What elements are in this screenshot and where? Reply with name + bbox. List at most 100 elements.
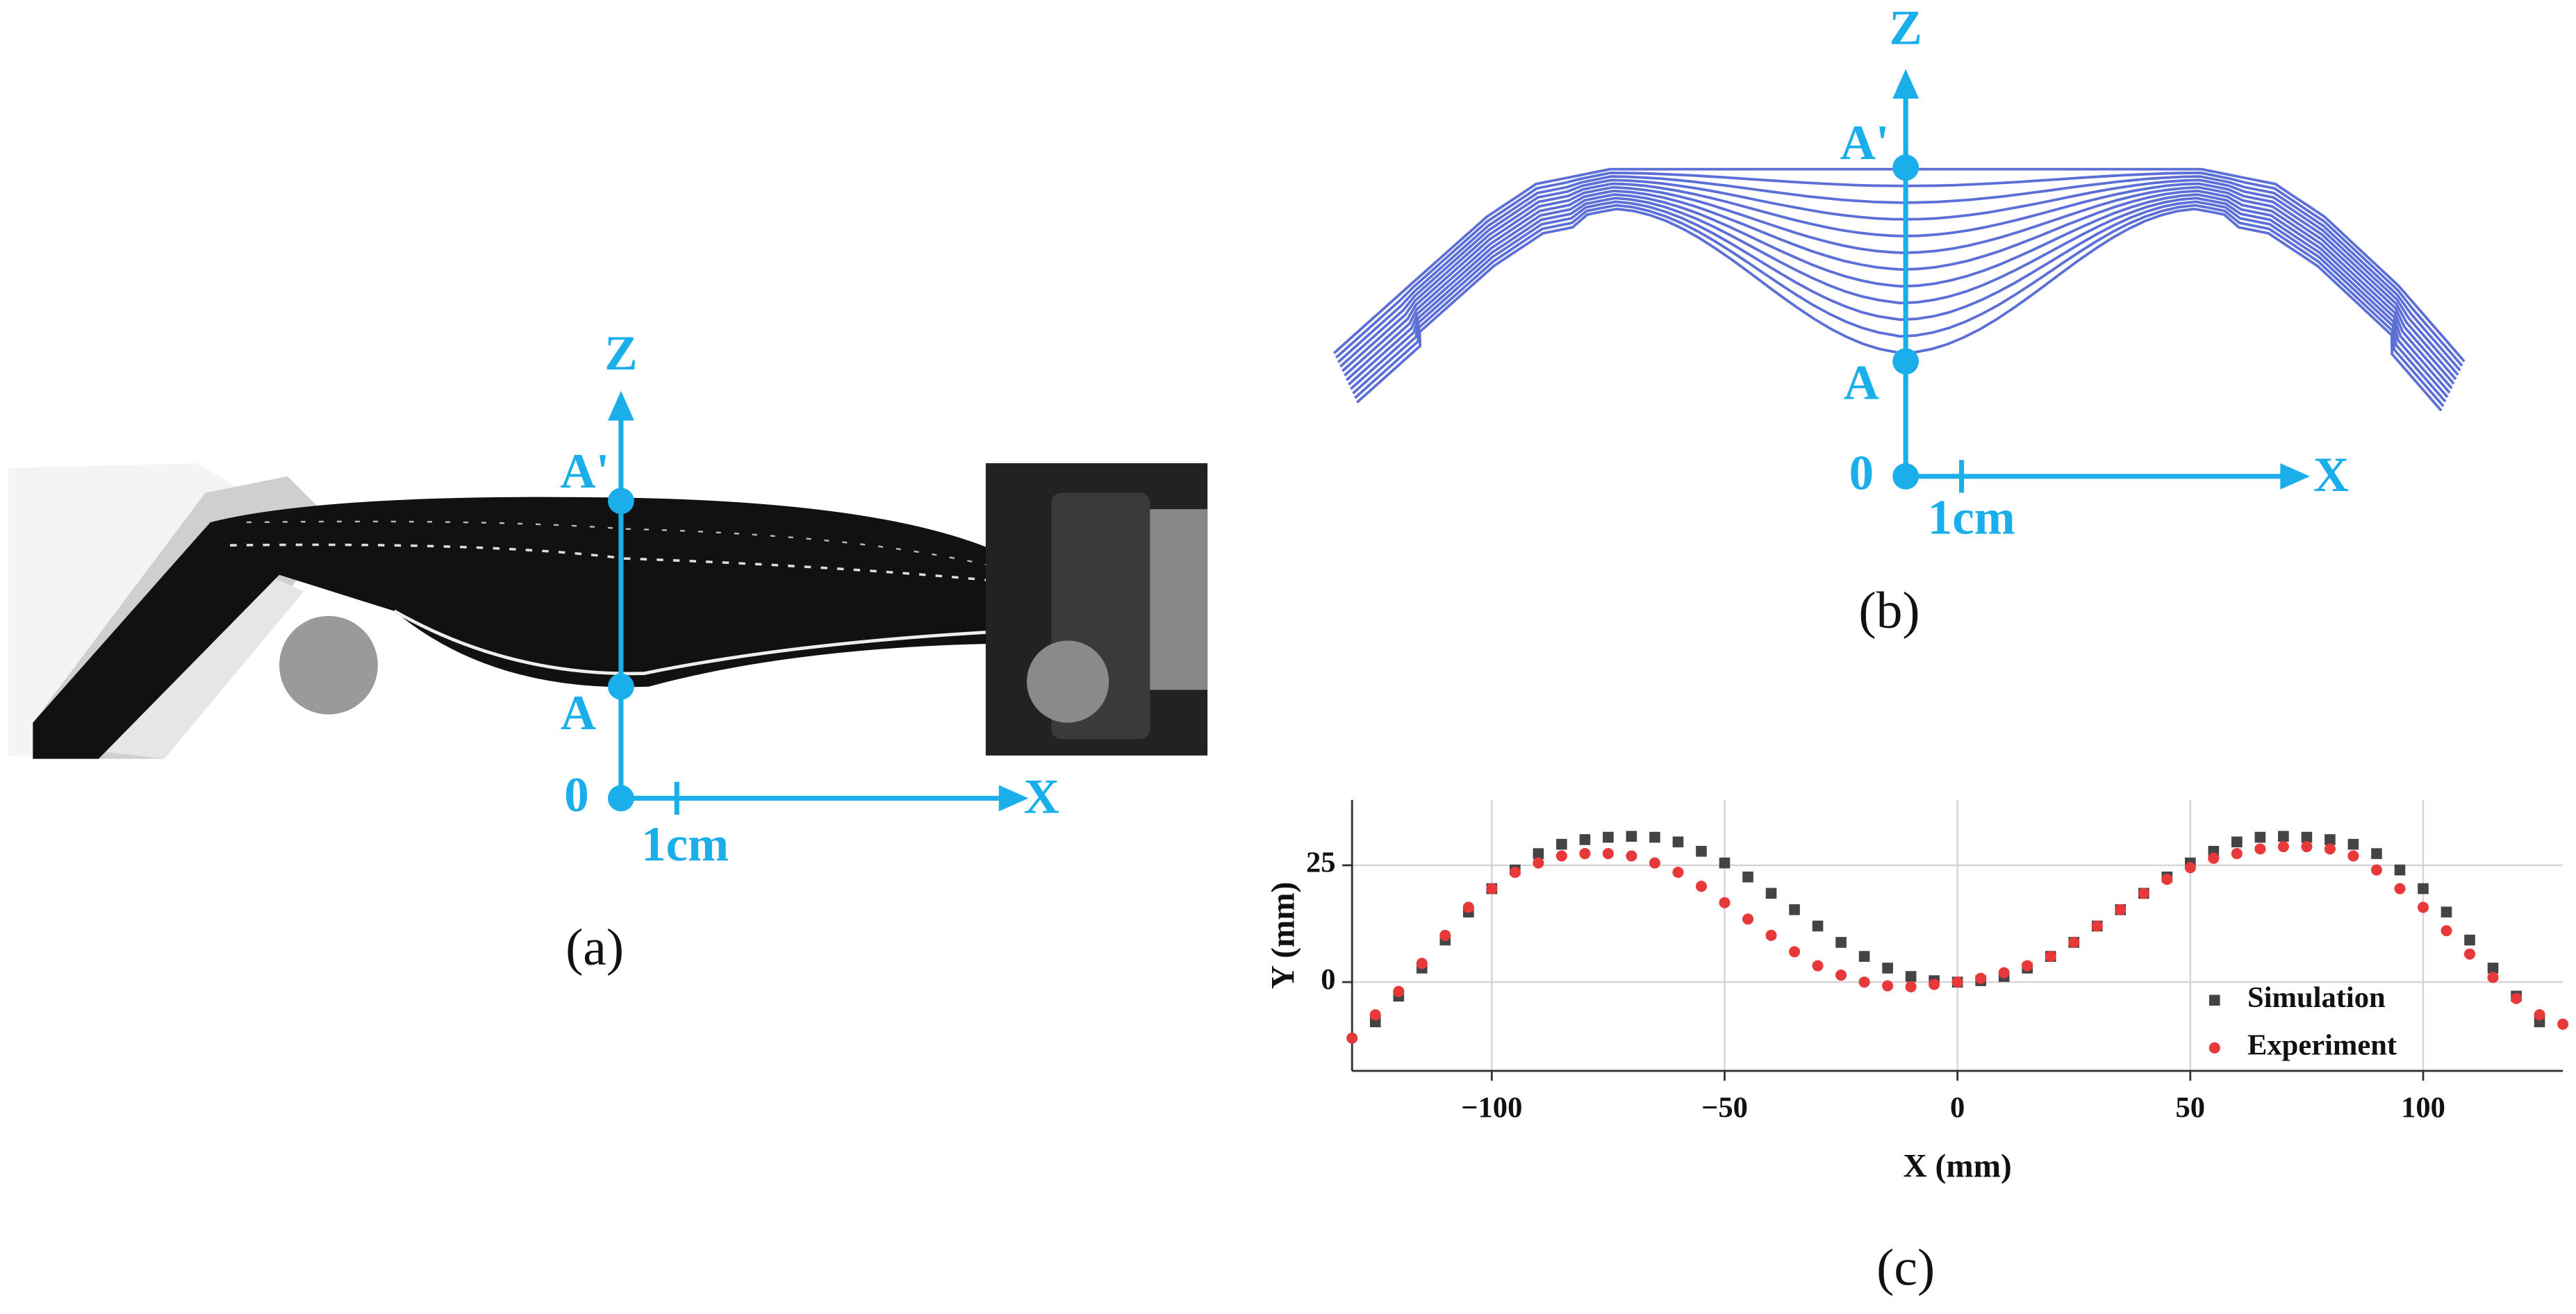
point — [1462, 901, 1474, 913]
point — [1416, 958, 1428, 970]
curve — [1352, 200, 2447, 403]
x-axis-label: X (mm) — [1904, 1149, 2012, 1185]
point — [1789, 904, 1800, 915]
point — [1533, 848, 1544, 859]
point — [2208, 852, 2220, 864]
point — [2487, 963, 2499, 974]
point — [1742, 871, 1753, 883]
point — [2441, 906, 2452, 917]
point — [2278, 831, 2289, 842]
curve — [1337, 175, 2461, 372]
curve — [1345, 189, 2453, 390]
curve — [1347, 193, 2451, 394]
point — [1788, 946, 1801, 958]
point — [1579, 848, 1591, 860]
point-label: A' — [560, 444, 609, 499]
curve — [1353, 203, 2445, 408]
curve — [1341, 182, 2457, 381]
point — [2022, 960, 2033, 972]
point — [1486, 883, 1498, 895]
origin-label: 0 — [1849, 447, 1874, 501]
point — [2417, 901, 2429, 913]
x-tick-label: 0 — [1950, 1091, 1965, 1124]
point — [2231, 848, 2243, 860]
point — [1509, 866, 1521, 879]
point — [1882, 963, 1893, 974]
panel-a-axes — [607, 390, 1029, 815]
point — [2418, 883, 2429, 895]
point — [2557, 1018, 2569, 1030]
point — [1998, 967, 2010, 979]
point-label: A' — [1840, 116, 1890, 170]
point — [2301, 831, 2313, 843]
point — [1439, 929, 1451, 941]
point — [2464, 934, 2475, 946]
point — [1858, 951, 1870, 962]
point — [2184, 862, 2196, 874]
x-tick-label: −50 — [1701, 1091, 1748, 1124]
chart: −100 −50 0 50 100 0 25 X (mm) Y (mm) Simulation Ex… — [1265, 799, 2569, 1185]
point-label: A — [1844, 356, 1879, 410]
point — [2254, 831, 2266, 843]
photo — [8, 463, 1208, 759]
point — [1951, 976, 1963, 988]
point — [1696, 845, 1707, 857]
point — [1672, 866, 1684, 879]
point — [1626, 831, 1637, 842]
x-tick-label: −100 — [1461, 1091, 1522, 1124]
point — [2161, 874, 2173, 885]
point — [1835, 937, 1847, 948]
point — [1672, 836, 1684, 848]
point — [2394, 864, 2406, 876]
point — [2301, 840, 2313, 853]
point — [1905, 981, 1917, 992]
point — [1742, 913, 1754, 925]
point — [2231, 836, 2243, 848]
point — [1765, 929, 1777, 941]
y-tick-label: 0 — [1321, 963, 1335, 996]
point — [1812, 960, 1824, 972]
y-tick-label: 25 — [1306, 847, 1336, 879]
curve — [1332, 167, 2466, 363]
curve — [1335, 171, 2463, 367]
x-tick-label: 100 — [2401, 1091, 2445, 1124]
panel-b-axes — [1892, 69, 2310, 493]
point — [1765, 888, 1777, 899]
point — [1533, 857, 1544, 869]
panel-label: (a) — [565, 919, 624, 976]
point — [1719, 857, 1731, 869]
legend-marker — [2208, 995, 2220, 1006]
point-label: A — [561, 686, 596, 740]
point — [2463, 948, 2476, 960]
legend-label: Simulation — [2247, 981, 2386, 1014]
point — [1649, 857, 1660, 869]
legend-marker — [2208, 1042, 2220, 1054]
point — [1649, 831, 1660, 843]
point — [2347, 850, 2359, 862]
point — [2370, 864, 2382, 876]
point — [2511, 992, 2523, 1004]
point — [2277, 840, 2289, 853]
point — [2325, 834, 2336, 845]
point — [1579, 834, 1591, 845]
point — [1346, 1032, 1358, 1044]
point — [1556, 838, 1567, 850]
point — [1555, 850, 1567, 862]
point — [2371, 848, 2382, 859]
point — [2394, 883, 2406, 895]
axis-x-label: X — [2313, 448, 2349, 502]
point — [1905, 971, 1917, 982]
point — [2324, 843, 2336, 855]
point — [1929, 979, 1940, 990]
point — [1369, 1009, 1381, 1021]
point — [1882, 980, 1894, 992]
point — [2138, 888, 2149, 899]
origin-label: 0 — [564, 768, 588, 822]
point — [2487, 972, 2499, 983]
y-axis-label: Y (mm) — [1265, 882, 1301, 989]
point — [2045, 951, 2056, 963]
point — [2115, 904, 2127, 915]
point — [1858, 976, 1870, 988]
